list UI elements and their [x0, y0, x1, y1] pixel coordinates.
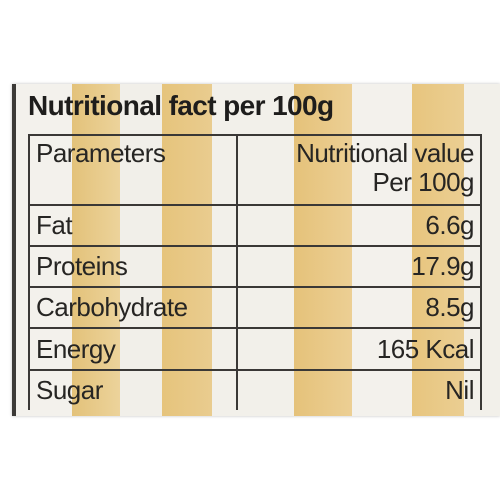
parameter-name: Carbohydrate: [28, 286, 238, 330]
value-header-line1: Nutritional value: [296, 138, 474, 168]
parameter-value: 165 Kcal: [236, 327, 482, 371]
table-row: Carbohydrate 8.5g: [28, 286, 482, 330]
value-header: Nutritional value Per 100g: [236, 134, 482, 206]
table-row: Fat 6.6g: [28, 203, 482, 247]
parameter-value: 17.9g: [236, 244, 482, 289]
parameter-name: Sugar: [28, 368, 238, 410]
parameter-value: 8.5g: [236, 286, 482, 330]
parameters-header: Parameters: [28, 134, 238, 206]
parameter-name: Fat: [28, 203, 238, 247]
parameter-name: Energy: [28, 327, 238, 371]
label-heading: Nutritional fact per 100g: [28, 90, 334, 121]
parameter-name: Proteins: [28, 244, 238, 289]
table-row: Sugar Nil: [28, 368, 482, 410]
table-header-row: Parameters Nutritional value Per 100g: [28, 134, 482, 206]
nutrition-label: Nutritional fact per 100g Parameters Nut…: [12, 84, 500, 416]
value-header-line2: Per 100g: [372, 167, 474, 197]
nutrition-table: Parameters Nutritional value Per 100g Fa…: [28, 134, 482, 410]
parameter-value: 6.6g: [236, 203, 482, 247]
parameter-value: Nil: [236, 368, 482, 410]
table-row: Proteins 17.9g: [28, 244, 482, 289]
table-row: Energy 165 Kcal: [28, 327, 482, 371]
